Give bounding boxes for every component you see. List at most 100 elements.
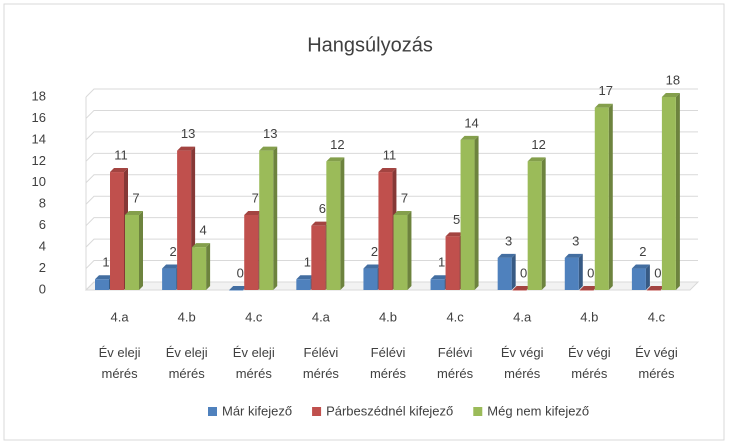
bar-face [631, 268, 646, 290]
bar-face [646, 286, 665, 290]
bar-face [192, 243, 211, 248]
bar [259, 146, 278, 290]
x-tick-label: 4.a [111, 309, 130, 324]
bar-face [139, 210, 143, 290]
legend-swatch [312, 407, 322, 416]
bar [527, 157, 546, 290]
value-label: 2 [639, 244, 646, 259]
bar [594, 103, 613, 290]
bar [229, 286, 248, 291]
chart-title: Hangsúlyozás [307, 34, 433, 56]
bar-face [296, 275, 315, 280]
bar-face [608, 103, 613, 290]
bar-face [110, 172, 124, 290]
y-tick-label: 12 [32, 153, 46, 168]
x-tick-label: 4.b [178, 309, 196, 324]
bar-face [511, 253, 516, 290]
bar [192, 243, 211, 290]
value-label: 7 [401, 190, 408, 205]
legend-label: Még nem kifejező [487, 403, 589, 418]
bar-face [460, 135, 479, 140]
value-label: 18 [666, 72, 680, 87]
bar-face [497, 253, 516, 258]
grid-line [85, 217, 698, 227]
bar [579, 286, 598, 291]
legend-swatch [208, 407, 217, 416]
value-label: 13 [263, 126, 277, 141]
bar-face [311, 225, 326, 290]
bar-face [393, 214, 408, 290]
y-tick-label: 4 [39, 239, 46, 254]
bar-face [363, 268, 378, 290]
bar-face [162, 264, 181, 269]
bar [661, 93, 680, 290]
group-label: Félévi mérés [369, 345, 407, 381]
value-label: 0 [587, 265, 594, 280]
bar-face [430, 275, 449, 280]
bar [125, 210, 143, 290]
bar-face [497, 257, 512, 290]
bar-face [192, 247, 207, 290]
bar-face [631, 264, 650, 269]
y-tick-label: 16 [32, 110, 46, 125]
bar-face [125, 214, 139, 290]
grid-line [85, 260, 698, 269]
bar-face [445, 232, 464, 237]
bar-face [445, 236, 460, 290]
x-tick-label: 4.b [379, 309, 397, 324]
bar-face [296, 279, 311, 290]
x-tick-label: 4.b [580, 309, 598, 324]
bar-face [177, 150, 192, 290]
bar-face [206, 243, 211, 290]
grid-line [85, 131, 698, 141]
bar-face [541, 157, 546, 290]
bar [393, 210, 412, 290]
x-tick-label: 4.c [245, 309, 263, 324]
grid-line [85, 238, 698, 248]
x-tick-label: 4.a [513, 309, 532, 324]
bar-face [645, 264, 650, 290]
bar-face [326, 161, 341, 290]
group-label: Év eleji mérés [232, 345, 275, 381]
bar-face [326, 157, 345, 162]
bar-face [273, 146, 278, 290]
bar-face [512, 286, 531, 290]
value-label: 0 [654, 265, 661, 280]
bar-face [393, 210, 412, 215]
value-label: 14 [464, 115, 478, 130]
bar-face [407, 210, 412, 290]
bar-face [564, 257, 579, 290]
bar-face [244, 214, 259, 290]
bar-face [229, 290, 244, 291]
value-label: 1 [304, 255, 311, 270]
value-label: 2 [169, 244, 176, 259]
value-label: 1 [438, 255, 445, 270]
grid-line [85, 109, 698, 119]
group-label: Év végi mérés [500, 345, 544, 381]
value-label: 1 [102, 255, 109, 270]
bar-face [259, 150, 274, 290]
group-label: Félévi mérés [302, 345, 339, 381]
bar-face [378, 172, 393, 290]
bar-face [564, 253, 583, 258]
value-label: 0 [520, 265, 527, 280]
value-label: 12 [330, 137, 344, 152]
bar-face [594, 107, 609, 290]
bar [497, 253, 516, 290]
value-label: 7 [252, 190, 259, 205]
bar [326, 157, 345, 290]
bar-face [162, 268, 177, 290]
bar-face [244, 210, 263, 215]
bar-face [579, 286, 598, 290]
x-tick-label: 4.a [312, 309, 331, 324]
value-label: 3 [572, 233, 579, 248]
grid-line [85, 152, 698, 162]
bar-face [594, 103, 613, 108]
bar-face [430, 279, 445, 290]
x-tick-label: 4.c [446, 309, 464, 324]
bar-face [512, 290, 527, 291]
x-tick-label: 4.c [648, 309, 666, 324]
value-label: 5 [453, 212, 460, 227]
bar-face [579, 290, 594, 291]
